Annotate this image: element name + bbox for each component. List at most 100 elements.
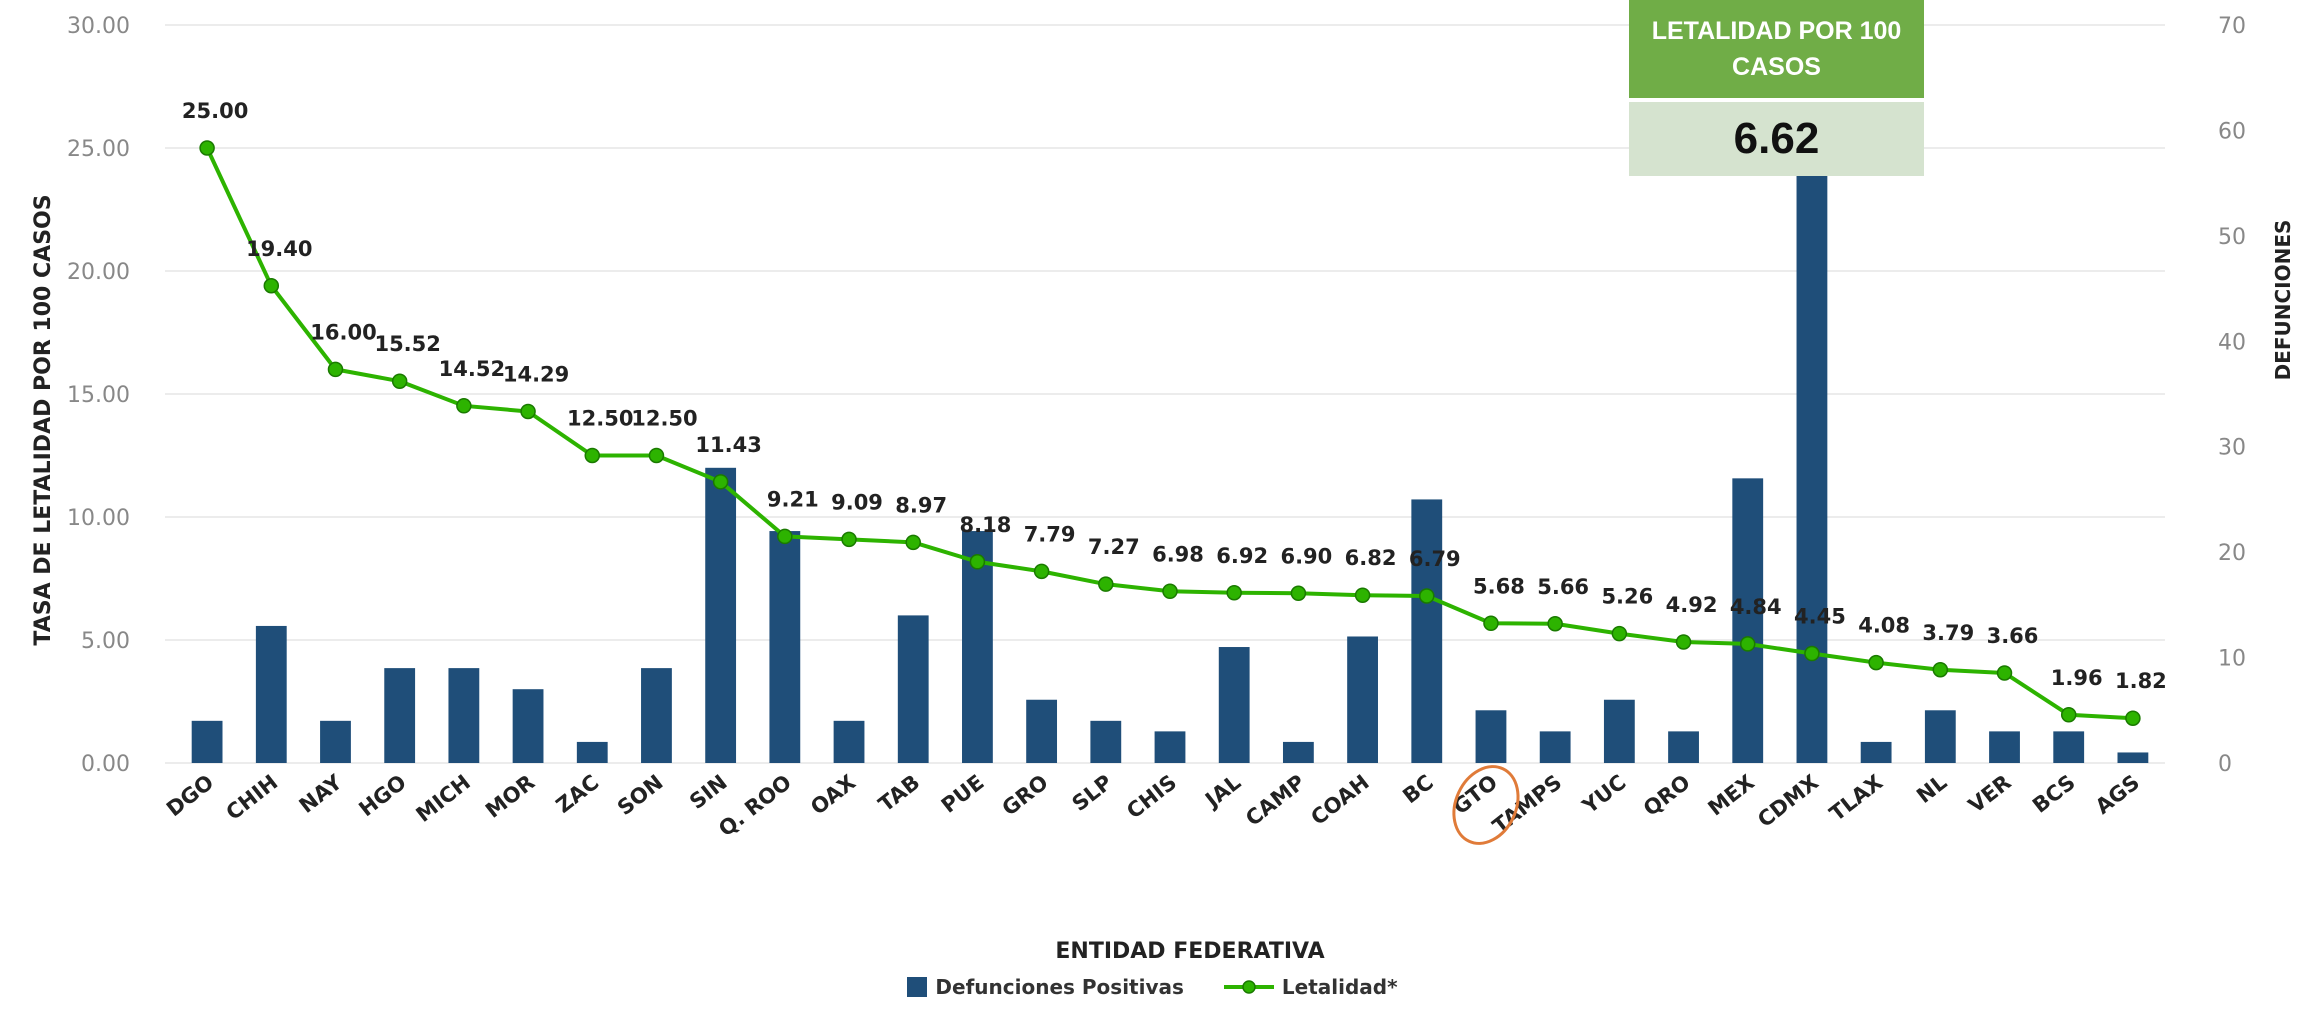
kpi-card: LETALIDAD POR 100 CASOS 6.62 (1629, 0, 1924, 176)
data-label: 12.50 (567, 407, 633, 431)
line-point (1483, 615, 1499, 632)
bar (320, 720, 351, 763)
bar (641, 668, 672, 763)
x-tick-label: TAMPS (1488, 770, 1566, 838)
bar (1090, 720, 1122, 763)
legend-label-bars: Defunciones Positivas (935, 975, 1184, 999)
kpi-title: LETALIDAD POR 100 CASOS (1629, 0, 1924, 98)
bar (191, 720, 223, 763)
line-point (263, 278, 280, 294)
line-point (1033, 563, 1050, 580)
bar (1475, 710, 1507, 763)
bar (1347, 636, 1378, 763)
bar (2117, 752, 2149, 763)
bar (1668, 731, 1699, 763)
data-label: 6.98 (1152, 542, 1204, 566)
letalidad-line (205, 147, 2134, 721)
y-axis-title: TASA DE LETALIDAD POR 100 CASOS (31, 194, 56, 645)
x-tick-label: PUE (937, 770, 989, 818)
x-tick-label: QRO (1639, 770, 1695, 821)
bar (1603, 699, 1635, 763)
legend-label-line: Letalidad* (1281, 975, 1398, 999)
y2-tick-label: 30 (2218, 436, 2246, 461)
data-label: 4.45 (1794, 605, 1846, 629)
line-point (584, 447, 601, 464)
bar-series-defunciones (191, 162, 2149, 764)
grid-lines (165, 24, 2165, 764)
x-tick-label: CDMX (1753, 770, 1823, 832)
data-label: 1.82 (2115, 669, 2167, 693)
y2-axis-title: DEFUNCIONES (2271, 220, 2295, 381)
line-point (777, 528, 793, 545)
data-label: 5.26 (1601, 585, 1653, 609)
x-tick-label: BCS (2028, 770, 2080, 818)
bar (2053, 731, 2085, 763)
x-tick-label: OAX (806, 770, 860, 820)
bar (962, 531, 993, 763)
x-tick-label: TLAX (1825, 770, 1887, 826)
line-point (1162, 583, 1178, 600)
y-tick-label: 25.00 (67, 137, 130, 162)
data-label: 9.09 (831, 490, 883, 514)
x-tick-label: SON (613, 770, 668, 820)
line-point (1226, 585, 1242, 601)
line-point (1868, 654, 1884, 671)
x-tick-label: NAY (295, 770, 347, 818)
right-axis-ticks: 0 10 20 30 40 50 60 70 (2218, 14, 2246, 777)
data-label: 6.82 (1345, 546, 1397, 570)
data-label: 6.90 (1280, 544, 1332, 568)
y2-tick-label: 0 (2218, 752, 2232, 777)
x-tick-label: MOR (481, 770, 539, 823)
bar (576, 741, 608, 763)
legend-item-line: Letalidad* (1223, 975, 1398, 999)
x-tick-label: SIN (685, 770, 732, 814)
data-label: 4.84 (1730, 595, 1782, 619)
highlight-circle-gto (1452, 765, 1520, 845)
data-label: 7.79 (1024, 522, 1076, 546)
bar (1218, 647, 1250, 763)
x-tick-label: YUC (1577, 770, 1630, 819)
line-point (712, 474, 729, 490)
bar (769, 531, 801, 763)
y-tick-label: 15.00 (67, 383, 130, 408)
y2-tick-label: 20 (2218, 541, 2246, 566)
line-point (1290, 585, 1307, 602)
line-series-letalidad (199, 140, 2141, 726)
x-tick-label: CHIH (222, 770, 283, 825)
y2-tick-label: 10 (2218, 647, 2246, 672)
x-tick-label: ZAC (552, 770, 604, 818)
y2-tick-label: 70 (2218, 14, 2246, 39)
legend-line-swatch (1223, 980, 1274, 994)
x-tick-label: HGO (354, 770, 410, 821)
x-tick-label: CAMP (1241, 770, 1309, 831)
bar (897, 615, 929, 763)
data-label: 14.29 (503, 362, 569, 386)
bar (1282, 741, 1314, 763)
data-label: 1.96 (2051, 666, 2103, 690)
data-label: 11.43 (695, 433, 761, 457)
y-tick-label: 5.00 (81, 629, 130, 654)
line-point (327, 361, 344, 378)
line-point (2060, 707, 2077, 723)
data-label: 8.97 (895, 493, 947, 517)
line-point (2125, 710, 2141, 726)
data-label: 16.00 (310, 320, 376, 344)
x-tick-label: Q. ROO (714, 770, 796, 841)
bar (1411, 499, 1443, 763)
data-label: 12.50 (631, 407, 697, 431)
line-point (456, 398, 472, 414)
data-label: 4.92 (1666, 593, 1718, 617)
line-point (841, 531, 857, 548)
data-label: 4.08 (1858, 614, 1910, 638)
data-label: 5.68 (1473, 574, 1525, 598)
x-axis-title: ENTIDAD FEDERATIVA (1055, 939, 1324, 964)
line-point (1611, 625, 1628, 642)
line-point (1996, 665, 2013, 681)
bar (1539, 731, 1571, 763)
x-tick-label: TAB (874, 770, 924, 817)
line-point (1547, 616, 1563, 632)
x-tick-label: DGO (162, 770, 218, 821)
line-point (1098, 576, 1114, 592)
x-tick-label: COAH (1306, 770, 1373, 830)
